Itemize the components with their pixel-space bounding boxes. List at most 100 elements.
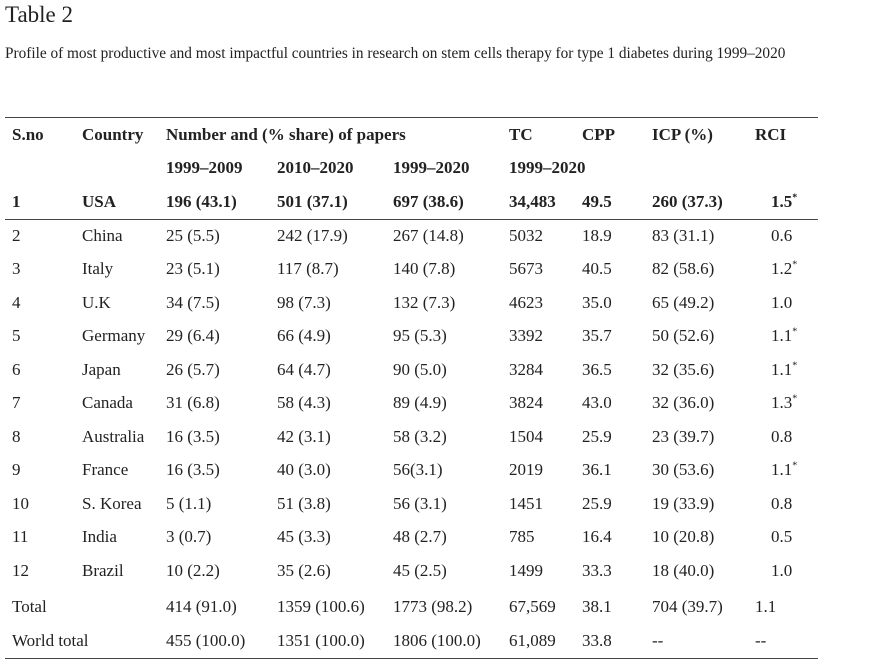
cell-p2: 64 (4.7)	[277, 359, 331, 379]
cell-icp: 30 (53.6)	[652, 460, 715, 479]
cell-sno: 7	[12, 393, 21, 412]
cell-p3: 45 (2.5)	[393, 560, 447, 580]
cell-tc: 34,483	[509, 192, 556, 211]
cell-country: India	[82, 527, 117, 546]
cell-cpp: 40.5	[582, 259, 612, 278]
cell-icp: 32 (35.6)	[652, 359, 715, 379]
cell-tc: 1499	[509, 560, 543, 580]
cell-p3: 89 (4.9)	[393, 393, 447, 412]
cell-country: S. Korea	[82, 493, 142, 513]
cell-p2: 58 (4.3)	[277, 393, 331, 412]
cell-rci: 0.6	[771, 225, 793, 245]
cell-p2: 501 (37.1)	[277, 192, 348, 211]
subheader: 2010–2020	[277, 158, 354, 177]
total-p3: 1806 (100.0)	[393, 630, 481, 650]
cell-country: USA	[82, 192, 117, 211]
cell-p2: 66 (4.9)	[277, 326, 331, 345]
total-cpp: 33.8	[582, 630, 612, 650]
cell-sno: 8	[12, 426, 21, 446]
header-icp: ICP (%)	[652, 125, 713, 144]
cell-rci: 0.8	[771, 493, 793, 513]
cell-p1: 16 (3.5)	[166, 460, 220, 479]
cell-p1: 10 (2.2)	[166, 560, 220, 580]
cell-p1: 26 (5.7)	[166, 359, 220, 379]
total-rci: --	[755, 630, 767, 650]
cell-country: France	[82, 460, 129, 479]
cell-icp: 82 (58.6)	[652, 259, 715, 278]
header-tc: TC	[509, 125, 533, 144]
total-label: Total	[12, 597, 47, 616]
total-p2: 1359 (100.6)	[277, 597, 365, 616]
subheader: 1999–2020	[393, 158, 470, 177]
cell-p3: 48 (2.7)	[393, 527, 447, 546]
total-p3: 1773 (98.2)	[393, 597, 473, 616]
total-icp: --	[652, 630, 664, 650]
cell-p2: 98 (7.3)	[277, 292, 331, 312]
cell-tc: 1451	[509, 493, 543, 513]
footnote-mark: *	[792, 460, 798, 472]
header-rci: RCI	[755, 125, 787, 144]
cell-p1: 29 (6.4)	[166, 326, 220, 345]
cell-tc: 3824	[509, 393, 543, 412]
cell-p3: 56(3.1)	[393, 460, 443, 479]
cell-rci: 0.8	[771, 426, 793, 446]
subheader: 1999–2009	[166, 158, 243, 177]
cell-tc: 785	[509, 527, 535, 546]
cell-icp: 23 (39.7)	[652, 426, 715, 446]
total-icp: 704 (39.7)	[652, 597, 723, 616]
cell-p3: 267 (14.8)	[393, 225, 464, 245]
total-tc: 67,569	[509, 597, 556, 616]
cell-sno: 1	[12, 192, 21, 211]
footnote-mark: *	[792, 192, 798, 204]
cell-tc: 3284	[509, 359, 543, 379]
cell-country: Italy	[82, 259, 114, 278]
cell-icp: 19 (33.9)	[652, 493, 715, 513]
cell-cpp: 16.4	[582, 527, 612, 546]
cell-sno: 3	[12, 259, 21, 278]
total-label: World total	[12, 630, 89, 650]
total-p1: 414 (91.0)	[166, 597, 237, 616]
cell-p3: 90 (5.0)	[393, 359, 447, 379]
cell-cpp: 43.0	[582, 393, 612, 412]
header-country: Country	[82, 125, 144, 144]
footnote-mark: *	[792, 259, 798, 271]
header-papers: Number and (% share) of papers	[166, 125, 406, 144]
cell-p3: 58 (3.2)	[393, 426, 447, 446]
cell-p2: 242 (17.9)	[277, 225, 348, 245]
table-caption: Profile of most productive and most impa…	[5, 45, 786, 62]
cell-icp: 18 (40.0)	[652, 560, 715, 580]
cell-icp: 32 (36.0)	[652, 393, 715, 412]
footnote-mark: *	[792, 326, 798, 338]
cell-sno: 10	[12, 493, 29, 513]
cell-p3: 95 (5.3)	[393, 326, 447, 345]
cell-sno: 6	[12, 359, 21, 379]
cell-tc: 2019	[509, 460, 543, 479]
footnote-mark: *	[792, 359, 798, 371]
cell-rci: 1.2*	[771, 259, 798, 278]
cell-tc: 5032	[509, 225, 543, 245]
cell-p3: 132 (7.3)	[393, 292, 456, 312]
total-p1: 455 (100.0)	[166, 630, 246, 650]
header-sno: S.no	[12, 125, 44, 144]
cell-p1: 25 (5.5)	[166, 225, 220, 245]
cell-icp: 10 (20.8)	[652, 527, 715, 546]
cell-rci: 1.3*	[771, 393, 798, 412]
cell-country: Japan	[82, 359, 121, 379]
table-title: Table 2	[5, 2, 74, 27]
cell-tc: 5673	[509, 259, 543, 278]
cell-p1: 16 (3.5)	[166, 426, 220, 446]
cell-cpp: 33.3	[582, 560, 612, 580]
total-rci: 1.1	[755, 597, 777, 616]
total-tc: 61,089	[509, 630, 556, 650]
cell-rci: 1.1*	[771, 326, 798, 345]
cell-p2: 51 (3.8)	[277, 493, 331, 513]
cell-cpp: 18.9	[582, 225, 612, 245]
subheader: 1999–2020	[509, 158, 586, 177]
cell-cpp: 35.0	[582, 292, 612, 312]
cell-icp: 50 (52.6)	[652, 326, 715, 345]
cell-sno: 4	[12, 292, 21, 312]
cell-p2: 40 (3.0)	[277, 460, 331, 479]
cell-country: Australia	[82, 426, 145, 446]
cell-country: Germany	[82, 326, 146, 345]
